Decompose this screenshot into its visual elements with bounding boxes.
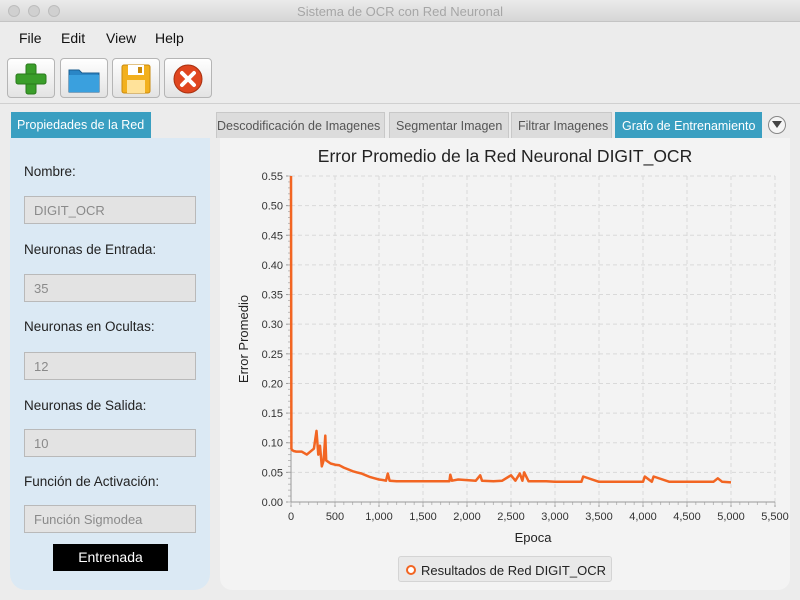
hidden-neurons-label: Neuronas en Ocultas: [24, 319, 155, 334]
x-tick-label: 1,000 [365, 511, 393, 523]
input-neurons-label: Neuronas de Entrada: [24, 242, 157, 257]
chevron-down-icon [772, 121, 782, 128]
tab-descodificacion-de-imagenes[interactable]: Descodificación de Imagenes [216, 112, 385, 138]
new-network-button[interactable] [7, 58, 55, 98]
x-axis-label: Epoca [515, 530, 553, 545]
input-neurons-field[interactable]: 35 [24, 274, 196, 302]
x-tick-label: 2,500 [497, 511, 525, 523]
plot-area [291, 176, 775, 502]
chart-legend: Resultados de Red DIGIT_OCR [398, 556, 612, 582]
hidden-neurons-field[interactable]: 12 [24, 352, 196, 380]
y-axis-label: Error Promedio [236, 295, 251, 383]
legend-series-label: Resultados de Red DIGIT_OCR [421, 563, 606, 578]
y-tick-label: 0.05 [262, 467, 283, 479]
network-properties-panel: Nombre: DIGIT_OCR Neuronas de Entrada: 3… [10, 138, 210, 590]
tab-segmentar-imagen[interactable]: Segmentar Imagen [389, 112, 509, 138]
menu-edit[interactable]: Edit [61, 30, 86, 46]
x-tick-label: 500 [326, 511, 344, 523]
tab-propiedades-de-la-red[interactable]: Propiedades de la Red [11, 112, 151, 138]
y-tick-label: 0.35 [262, 290, 283, 302]
menu-view[interactable]: View [106, 30, 137, 46]
trained-status-button[interactable]: Entrenada [53, 544, 168, 571]
tab-overflow-button[interactable] [768, 116, 786, 134]
error-line-chart: 0.00 0.05 0.10 0.15 0.20 0.25 0.30 0.35 0.40 0.45… [236, 171, 789, 545]
series-line [289, 175, 732, 484]
name-label: Nombre: [24, 164, 76, 179]
close-icon [173, 64, 203, 94]
chart-title: Error Promedio de la Red Neuronal DIGIT_… [317, 146, 693, 166]
window-title: Sistema de OCR con Red Neuronal [297, 4, 503, 19]
folder-icon [68, 69, 100, 93]
y-tick-label: 0.55 [262, 171, 283, 183]
window-zoom-control[interactable] [48, 5, 60, 17]
y-tick-label: 0.30 [262, 319, 283, 331]
y-tick-label: 0.25 [262, 349, 283, 361]
y-tick-label: 0.40 [262, 260, 283, 272]
x-tick-label: 4,000 [629, 511, 657, 523]
window-close-control[interactable] [8, 5, 20, 17]
window-minimize-control[interactable] [28, 5, 40, 17]
y-tick-label: 0.45 [262, 230, 283, 242]
x-tick-label: 3,000 [541, 511, 569, 523]
legend-marker [406, 565, 416, 575]
open-button[interactable] [60, 58, 108, 98]
y-tick-label: 0.10 [262, 438, 283, 450]
activation-function-label: Función de Activación: [24, 474, 160, 489]
save-button[interactable] [112, 58, 160, 98]
x-tick-label: 3,500 [585, 511, 613, 523]
output-neurons-label: Neuronas de Salida: [24, 398, 147, 413]
toolbar [0, 52, 800, 104]
x-tick-label: 2,000 [453, 511, 481, 523]
x-tick-label: 5,000 [717, 511, 745, 523]
menu-help[interactable]: Help [155, 30, 184, 46]
menu-bar: File Edit View Help [0, 22, 800, 52]
menu-file[interactable]: File [19, 30, 42, 46]
close-network-button[interactable] [164, 58, 212, 98]
tab-filtrar-imagenes[interactable]: Filtrar Imagenes [511, 112, 612, 138]
activation-function-field[interactable]: Función Sigmodea [24, 505, 196, 533]
name-field[interactable]: DIGIT_OCR [24, 196, 196, 224]
x-tick-label: 0 [288, 511, 294, 523]
x-tick-label: 5,500 [761, 511, 789, 523]
training-chart-panel: Error Promedio de la Red Neuronal DIGIT_… [220, 138, 790, 590]
tab-grafo-de-entrenamiento[interactable]: Grafo de Entrenamiento [615, 112, 762, 138]
y-tick-label: 0.50 [262, 201, 283, 213]
plus-icon [15, 63, 47, 95]
y-tick-label: 0.15 [262, 408, 283, 420]
x-tick-label: 1,500 [409, 511, 437, 523]
save-icon [121, 64, 151, 94]
y-tick-label: 0.00 [262, 497, 283, 509]
y-tick-label: 0.20 [262, 378, 283, 390]
window-titlebar: Sistema de OCR con Red Neuronal [0, 0, 800, 22]
output-neurons-field[interactable]: 10 [24, 429, 196, 457]
x-tick-label: 4,500 [673, 511, 701, 523]
